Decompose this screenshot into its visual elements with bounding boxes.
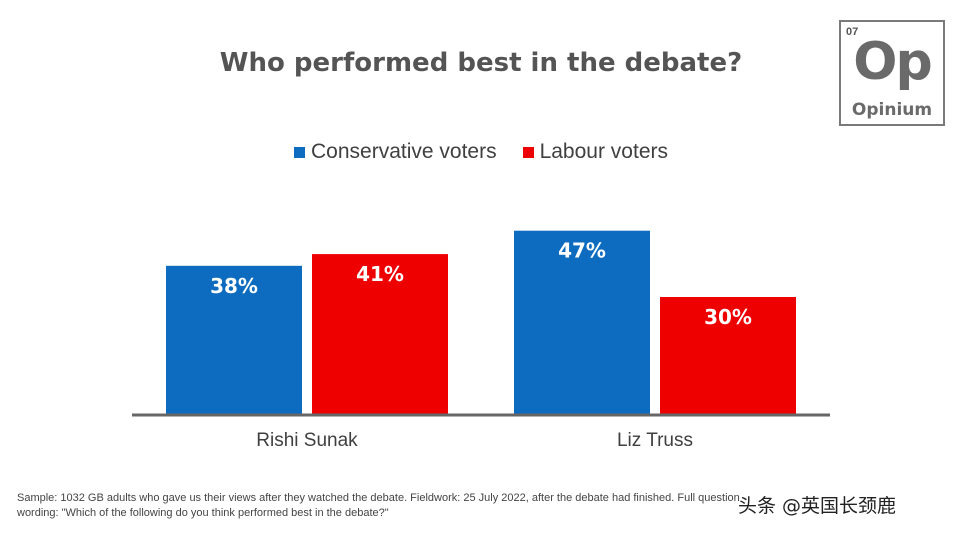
bar-conservative-0 (166, 265, 302, 414)
legend-item-conservative: Conservative voters (294, 140, 497, 164)
chart-title: Who performed best in the debate? (219, 48, 743, 78)
chart-legend: Conservative voters Labour voters (0, 140, 962, 164)
category-label-1: Liz Truss (617, 430, 693, 451)
legend-swatch-conservative (294, 146, 305, 158)
logo-name: Opinium (851, 100, 933, 120)
legend-label-labour: Labour voters (539, 140, 668, 163)
legend-swatch-labour (522, 146, 534, 158)
bar-conservative-1 (514, 230, 650, 414)
legend-item-labour: Labour voters (522, 140, 668, 164)
logo-symbol: Op (853, 32, 932, 92)
footnote: Sample: 1032 GB adults who gave us their… (17, 492, 740, 519)
data-label-conservative-1: 47% (558, 239, 606, 263)
bar-labour-0 (312, 254, 448, 414)
data-label-labour-1: 30% (704, 305, 752, 329)
category-label-0: Rishi Sunak (256, 430, 358, 451)
watermark: 头条 @英国长颈鹿 (738, 495, 897, 517)
legend-label-conservative: Conservative voters (311, 140, 497, 163)
logo-number: 07 (846, 26, 859, 38)
data-label-conservative-0: 38% (210, 274, 258, 298)
bar-labour-1 (660, 297, 796, 414)
opinium-logo: 07 Op Opinium (839, 20, 945, 126)
data-label-labour-0: 41% (356, 262, 404, 286)
